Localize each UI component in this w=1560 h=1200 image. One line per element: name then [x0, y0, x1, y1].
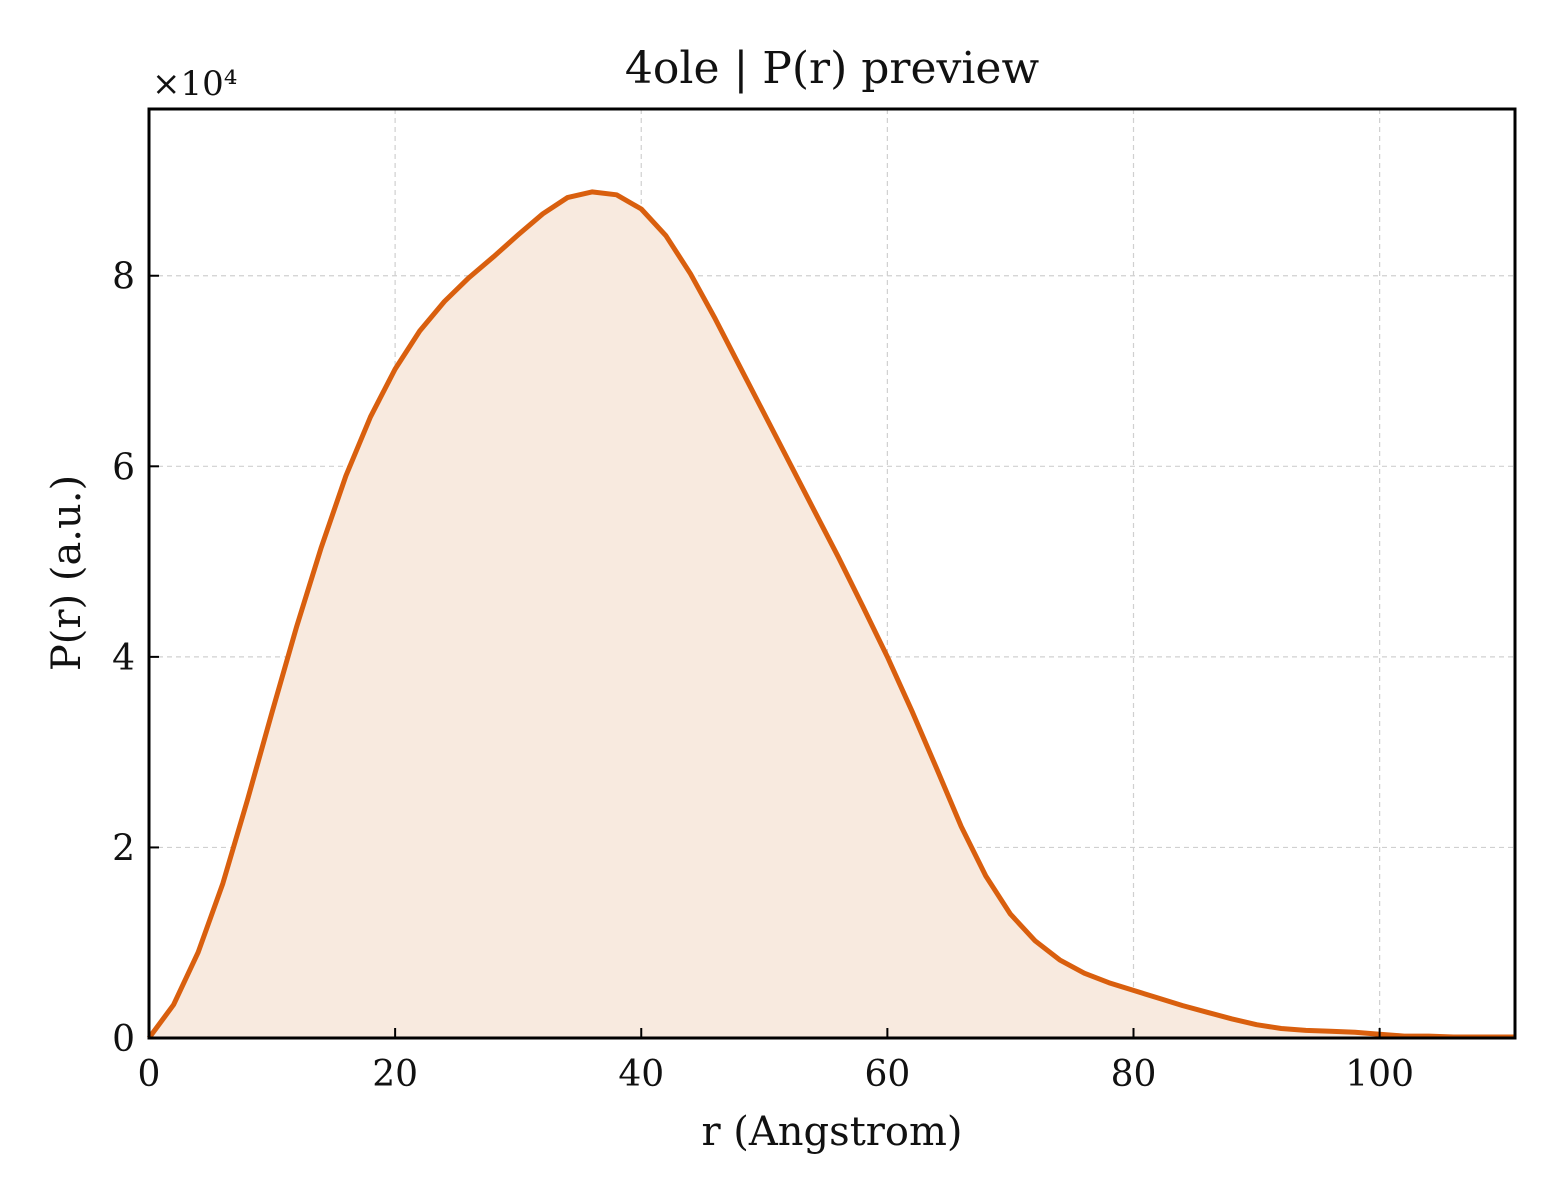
axis-ticks: 0 20 40 60 80 100 0 2 4 6 8: [112, 257, 1414, 1095]
y-tick-label: 2: [112, 828, 135, 869]
x-tick-label: 60: [864, 1054, 910, 1095]
pr-curve-line: [146, 189, 1515, 1040]
y-tick-label: 0: [112, 1019, 135, 1060]
x-tick-label: 20: [372, 1054, 418, 1095]
y-axis-label: P(r) (a.u.): [44, 475, 90, 671]
y-axis-multiplier: ×10⁴: [152, 64, 237, 104]
chart-title: 4ole | P(r) preview: [625, 43, 1040, 94]
x-axis-label: r (Angstrom): [701, 1109, 962, 1155]
pr-area-fill: [149, 191, 1515, 1038]
plot-frame: [147, 107, 1517, 1040]
x-tick-label: 40: [618, 1054, 664, 1095]
x-tick-label: 80: [1111, 1054, 1157, 1095]
y-tick-label: 6: [112, 447, 135, 488]
y-tick-label: 8: [112, 257, 135, 298]
x-tick-label: 0: [138, 1054, 161, 1095]
y-tick-label: 4: [112, 638, 135, 679]
x-tick-label: 100: [1345, 1054, 1414, 1095]
